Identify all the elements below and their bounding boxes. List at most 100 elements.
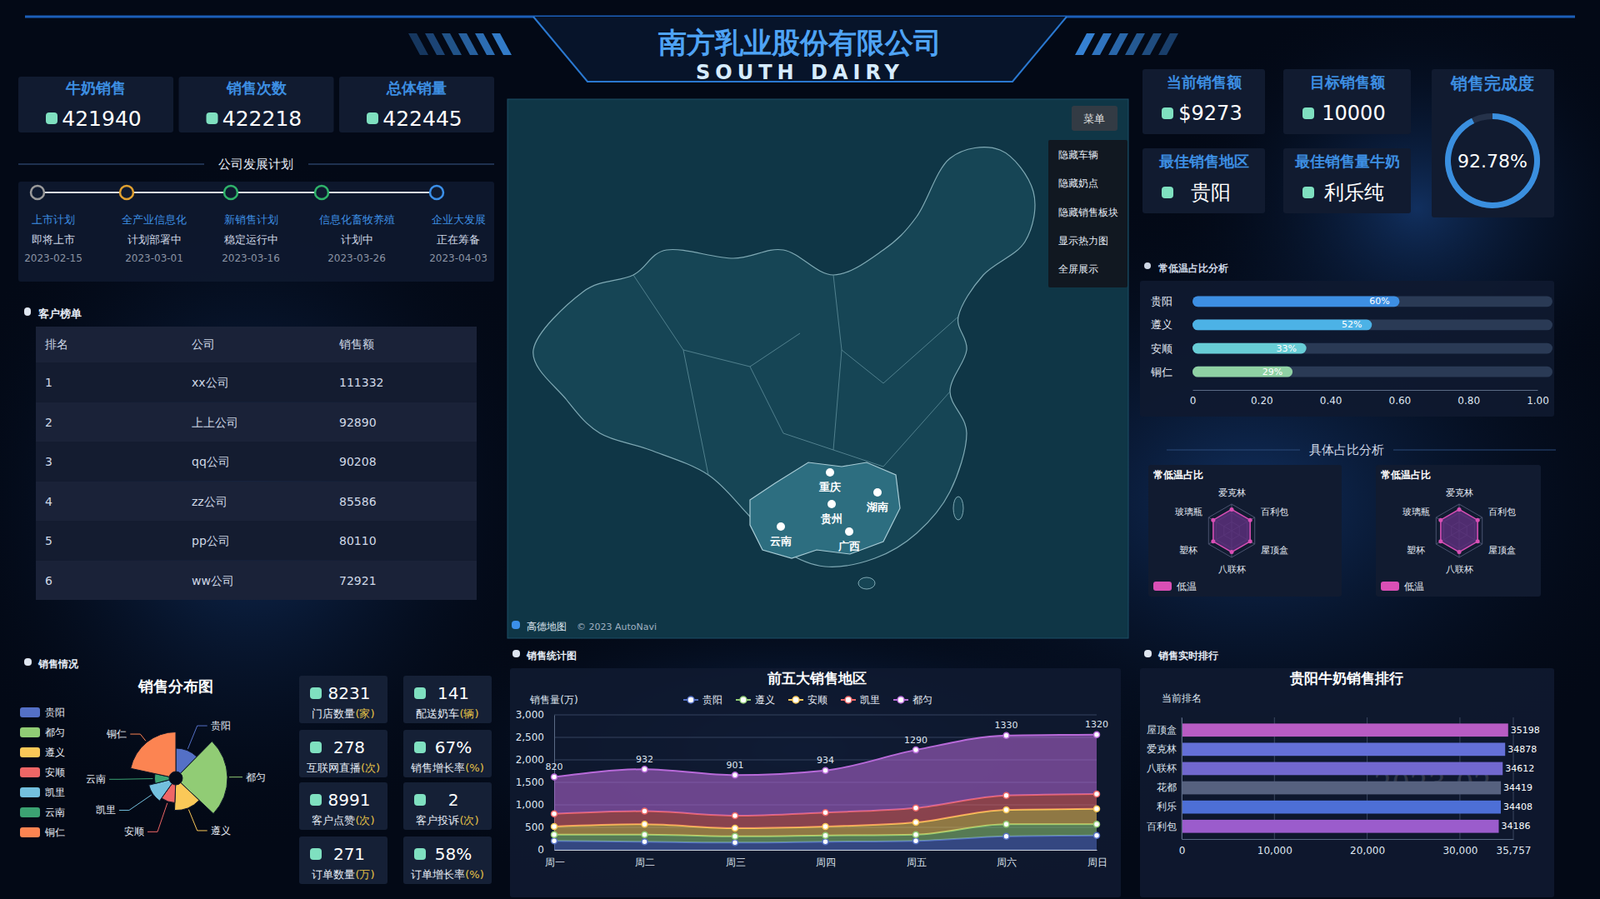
stat-unit: (次) — [355, 814, 375, 827]
leader-line — [147, 803, 168, 833]
section-title: 具体占比分析 — [1309, 442, 1385, 458]
y-tick: 500 — [525, 821, 555, 834]
menu-item[interactable]: 隐藏奶点 — [1058, 177, 1099, 190]
stat-unit: (次) — [459, 814, 479, 827]
kpi-card — [1283, 69, 1411, 135]
step-date: 2023-03-01 — [125, 252, 184, 265]
table-cell: 3 — [45, 455, 53, 469]
stat-card — [403, 730, 492, 778]
x-tick: 周五 — [906, 856, 927, 869]
icon — [1302, 107, 1315, 120]
legend-label: 遵义 — [755, 694, 775, 706]
marker — [641, 808, 648, 815]
kpi-card — [1142, 69, 1265, 135]
title-rule — [18, 164, 205, 165]
bar — [1192, 366, 1293, 378]
map-copyright: © 2023 AutoNavi — [576, 621, 657, 633]
gauge-title: 销售完成度 — [1450, 73, 1535, 94]
icon — [310, 687, 322, 700]
marker — [641, 766, 648, 773]
map: 重庆贵州湖南云南广西菜单隐藏车辆隐藏奶点隐藏销售板块显示热力图全屏展示高德地图©… — [507, 99, 1129, 639]
marker — [551, 823, 558, 830]
chart-subtitle: 当前排名 — [1161, 692, 1202, 705]
legend-swatch — [20, 827, 40, 838]
bar — [1181, 800, 1501, 815]
series-area — [554, 735, 1097, 816]
plan-panel — [18, 181, 495, 282]
y-tick: 0 — [537, 844, 555, 856]
bar-track — [1192, 343, 1553, 355]
header-stripe — [408, 33, 429, 55]
data-label: 1330 — [995, 720, 1019, 731]
x-tick: 1.00 — [1526, 390, 1550, 407]
table-cell: 6 — [45, 574, 53, 588]
stat-card — [299, 836, 388, 885]
menu-item[interactable]: 隐藏车辆 — [1058, 149, 1099, 161]
legend-swatch — [20, 747, 40, 758]
menu-item[interactable]: 隐藏销售板块 — [1058, 206, 1119, 219]
marker — [1094, 821, 1100, 828]
table-cell: 1 — [45, 375, 53, 390]
y-tick: 屋顶盒 — [1146, 724, 1177, 736]
table-cell: pp公司 — [191, 534, 230, 548]
map-point — [776, 522, 785, 531]
menu-item[interactable]: 显示热力图 — [1058, 235, 1109, 247]
stat-card — [403, 675, 492, 724]
marker — [1003, 792, 1010, 799]
chart-panel — [1140, 668, 1555, 898]
tick-label: 0 — [1179, 845, 1186, 857]
map-point — [845, 527, 854, 536]
tick-label: 0 — [537, 844, 545, 856]
step-name: 信息化畜牧养殖 — [319, 213, 395, 226]
data-label: 60% — [1369, 295, 1390, 307]
header-stripe — [441, 33, 462, 55]
stat-card — [403, 836, 492, 885]
stat-card — [299, 675, 388, 724]
data-label: 33% — [1275, 343, 1296, 355]
slice-label: 都匀 — [245, 771, 266, 784]
icon — [414, 794, 426, 806]
icon — [310, 741, 322, 754]
data-label: 1290 — [904, 735, 928, 746]
stat-unit: (%) — [465, 761, 485, 775]
icon — [310, 794, 322, 806]
plot-area — [1210, 507, 1252, 555]
data-label: 932 — [635, 754, 654, 765]
marker — [822, 823, 829, 830]
stat-label: 订单数量(万) — [311, 868, 375, 881]
tick-label: 周一 — [545, 856, 565, 869]
header-stripe — [425, 33, 445, 55]
grid-line — [554, 715, 1097, 716]
bar — [1181, 820, 1500, 834]
slice-label: 遵义 — [210, 825, 231, 837]
rose-slice — [175, 782, 200, 810]
radar-grid — [1208, 504, 1255, 558]
marker — [551, 838, 558, 845]
menu-item[interactable]: 全屏展示 — [1058, 263, 1099, 275]
map-island — [858, 577, 875, 590]
header-stripe — [475, 33, 495, 55]
map-label: 贵州 — [820, 512, 843, 525]
bar — [1192, 320, 1372, 331]
menu-button[interactable] — [1071, 105, 1118, 131]
marker — [1003, 833, 1010, 840]
stat-label: 配送奶车(辆) — [415, 707, 479, 720]
x-tick: 0.80 — [1457, 390, 1480, 407]
y-tick: 爱克林 — [1146, 743, 1177, 755]
y-tick: 八联杯 — [1146, 762, 1177, 775]
page-title: 南方乳业股份有限公司 — [658, 25, 942, 60]
stat-label: 销售增长率(%) — [410, 761, 485, 775]
category-label: 贵阳 — [1150, 295, 1173, 308]
map-label: 广西 — [837, 540, 860, 553]
map-border — [833, 350, 950, 467]
section-title: 销售实时排行 — [1157, 650, 1219, 662]
kpi-card — [1142, 148, 1265, 214]
x-tick: 0 — [1190, 390, 1197, 407]
marker — [641, 831, 648, 838]
stat-card — [403, 782, 492, 830]
stat-value: 8991 — [328, 790, 371, 810]
gauge-value: 92.78% — [1457, 150, 1528, 172]
tick-label: 10,000 — [1257, 845, 1293, 857]
menu-label[interactable]: 菜单 — [1083, 112, 1105, 125]
step-status: 计划部署中 — [127, 233, 182, 246]
